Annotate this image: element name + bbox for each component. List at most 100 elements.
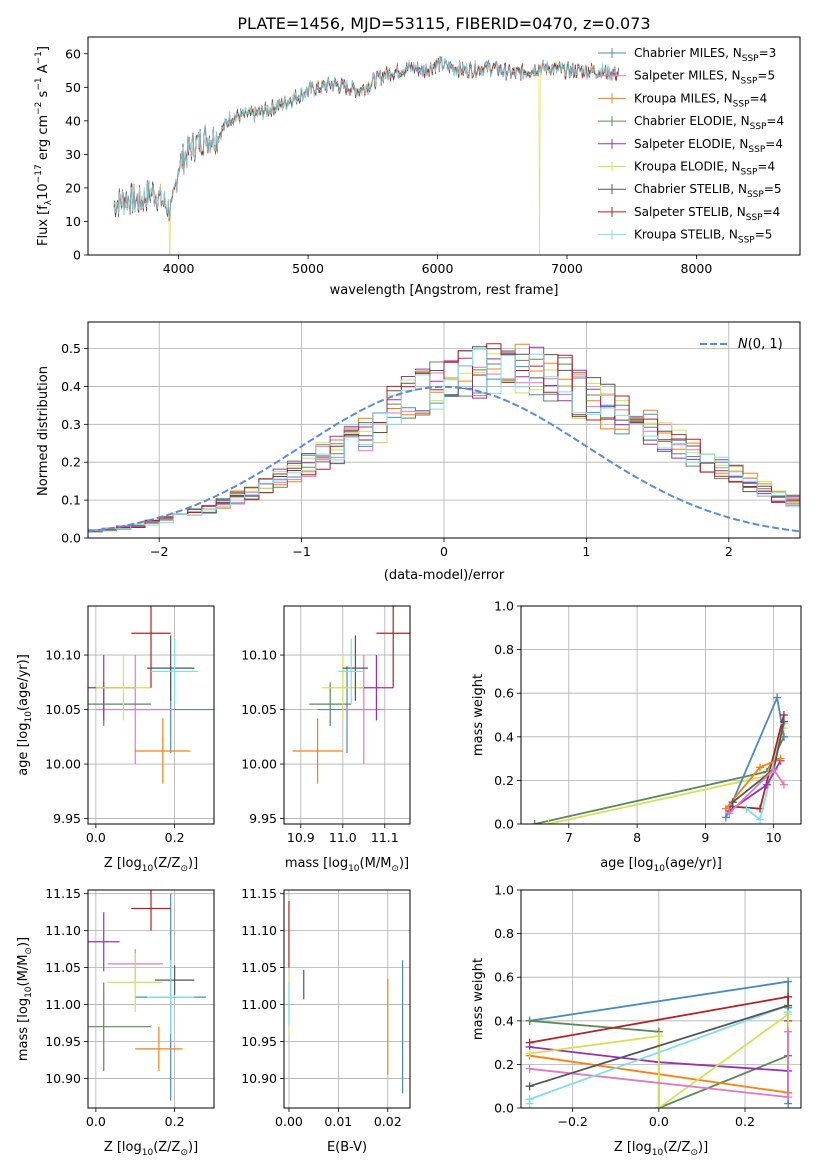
label-part: =5 bbox=[755, 228, 773, 242]
x-tick-label: 11.0 bbox=[329, 830, 357, 845]
y-tick-label: 10.10 bbox=[241, 648, 277, 663]
weight-marker bbox=[784, 977, 793, 986]
x-tick-label: 5000 bbox=[292, 261, 324, 276]
y-axis-label: Flux [fλ10−17 erg cm−2 s−1 A−1] bbox=[34, 46, 54, 246]
x-tick-label: 0 bbox=[440, 544, 448, 559]
weight-marker bbox=[762, 780, 771, 789]
label-part: (0, 1) bbox=[748, 337, 783, 352]
plot-area bbox=[113, 55, 620, 255]
y-tick-label: 0.2 bbox=[494, 773, 514, 788]
x-axis-label: wavelength [Angstrom, rest frame] bbox=[330, 283, 559, 298]
label-part: SSP bbox=[741, 77, 758, 87]
plot-area bbox=[88, 890, 207, 1101]
label-part: A bbox=[36, 64, 51, 77]
label-part: =4 bbox=[757, 160, 775, 174]
x-tick-label: 0.0 bbox=[649, 1114, 669, 1129]
y-tick-label: 0.3 bbox=[61, 417, 81, 432]
y-tick-label: 11.00 bbox=[241, 997, 277, 1012]
legend-entry: Chabrier MILES, NSSP=3 bbox=[634, 46, 776, 64]
legend-entry: Chabrier ELODIE, NSSP=4 bbox=[634, 114, 784, 132]
y-tick-label: 10 bbox=[65, 214, 81, 229]
axes-frame bbox=[520, 889, 802, 1109]
label-part: λ bbox=[44, 199, 54, 205]
x-tick-label: 0.2 bbox=[165, 1114, 185, 1129]
y-tick-label: 30 bbox=[65, 147, 81, 162]
label-part: mass [log bbox=[285, 856, 348, 871]
weight-marker bbox=[779, 780, 788, 789]
label-part: 10 bbox=[142, 864, 154, 874]
plot-area bbox=[288, 901, 404, 1094]
y-tick-label: 10.10 bbox=[45, 648, 81, 663]
axes-frame bbox=[87, 605, 215, 825]
label-part: Salpeter MILES, N bbox=[634, 69, 741, 83]
label-part: =5 bbox=[757, 69, 775, 83]
label-part: −2 bbox=[34, 102, 44, 115]
figure-title: PLATE=1456, MJD=53115, FIBERID=0470, z=0… bbox=[237, 14, 650, 33]
label-part: SSP bbox=[733, 99, 750, 109]
weight-marker bbox=[784, 1001, 793, 1010]
x-tick-label: 0.00 bbox=[275, 1114, 303, 1129]
y-tick-label: 10.90 bbox=[241, 1071, 277, 1086]
x-tick-label: 7000 bbox=[551, 261, 583, 276]
y-tick-label: 1.0 bbox=[494, 599, 514, 614]
legend-entry: Salpeter ELODIE, NSSP=4 bbox=[634, 137, 783, 155]
y-tick-label: 11.05 bbox=[45, 960, 81, 975]
label-part: )] bbox=[16, 937, 31, 947]
y-tick-label: 10.00 bbox=[45, 757, 81, 772]
axes-frame bbox=[283, 889, 411, 1109]
y-tick-label: 11.10 bbox=[241, 923, 277, 938]
label-part: Chabrier STELIB, N bbox=[634, 182, 747, 196]
residuals-panel: −2 −1 0 1 2 0.0 0.1 0.2 0.3 0.4 0.5 (data-model)/er… bbox=[36, 321, 801, 583]
x-tick-label: 1 bbox=[582, 544, 590, 559]
weight-marker bbox=[725, 809, 734, 818]
label-part: Z [log bbox=[104, 1140, 142, 1155]
label-part: =3 bbox=[759, 46, 777, 60]
label-part: Kroupa STELIB, N bbox=[634, 228, 738, 242]
legend-entry: N(0, 1) bbox=[738, 337, 783, 352]
label-part: SSP bbox=[738, 236, 755, 246]
y-tick-label: 0 bbox=[73, 248, 81, 263]
label-part: Z [log bbox=[614, 1140, 652, 1155]
weight-marker bbox=[525, 1095, 534, 1104]
weight-marker bbox=[769, 765, 778, 774]
label-part: ] bbox=[36, 46, 51, 51]
x-axis-label: age [log10(age/yr)] bbox=[600, 856, 722, 874]
y-axis-label: mass weight bbox=[471, 674, 486, 756]
x-tick-label: 10.9 bbox=[287, 830, 315, 845]
x-axis-label: (data-model)/error bbox=[384, 568, 505, 583]
label-part: Chabrier ELODIE, N bbox=[634, 114, 750, 128]
label-part: N bbox=[738, 337, 748, 352]
y-tick-label: 10.95 bbox=[45, 1034, 81, 1049]
y-tick-label: 10.90 bbox=[45, 1071, 81, 1086]
legend-entry: Chabrier STELIB, NSSP=5 bbox=[634, 182, 782, 200]
y-axis-label: Normed distribution bbox=[36, 366, 51, 496]
y-tick-label: 0.2 bbox=[494, 1057, 514, 1072]
x-tick-label: 4000 bbox=[163, 261, 195, 276]
x-axis-label: Z [log10(Z/Z⊙)] bbox=[104, 856, 198, 874]
weight-marker bbox=[728, 798, 737, 807]
y-tick-label: 1.0 bbox=[494, 883, 514, 898]
spectrum-line-chabrier-elodie bbox=[113, 56, 620, 219]
y-tick-label: 0.0 bbox=[494, 817, 514, 832]
label-part: (Z/Z bbox=[153, 1140, 180, 1155]
weight-marker bbox=[756, 815, 765, 824]
legend-entry: Kroupa MILES, NSSP=4 bbox=[634, 91, 767, 109]
y-tick-label: 10.95 bbox=[241, 1034, 277, 1049]
x-tick-label: 2 bbox=[725, 544, 733, 559]
spectrum-line-chabrier-stelib bbox=[113, 56, 620, 220]
weight-marker bbox=[654, 1104, 663, 1108]
label-part: erg cm bbox=[36, 115, 51, 164]
x-tick-label: 11.1 bbox=[371, 830, 399, 845]
weight-marker bbox=[776, 754, 785, 763]
y-tick-label: 0.4 bbox=[494, 729, 514, 744]
age-vs-mass-panel: 10.9 11.0 11.1 9.95 10.00 10.05 10.10 mass [log… bbox=[241, 605, 411, 874]
y-tick-label: 50 bbox=[65, 80, 81, 95]
weight-marker bbox=[784, 1027, 793, 1036]
axes-frame bbox=[520, 605, 802, 825]
x-tick-label: 8000 bbox=[681, 261, 713, 276]
spectrum-panel: 4000 5000 6000 7000 8000 0 10 20 30 40 50 60 wavelen… bbox=[34, 36, 801, 298]
weight-marker bbox=[544, 820, 553, 824]
y-axis-label: mass weight bbox=[471, 958, 486, 1040]
label-part: =4 bbox=[750, 91, 768, 105]
